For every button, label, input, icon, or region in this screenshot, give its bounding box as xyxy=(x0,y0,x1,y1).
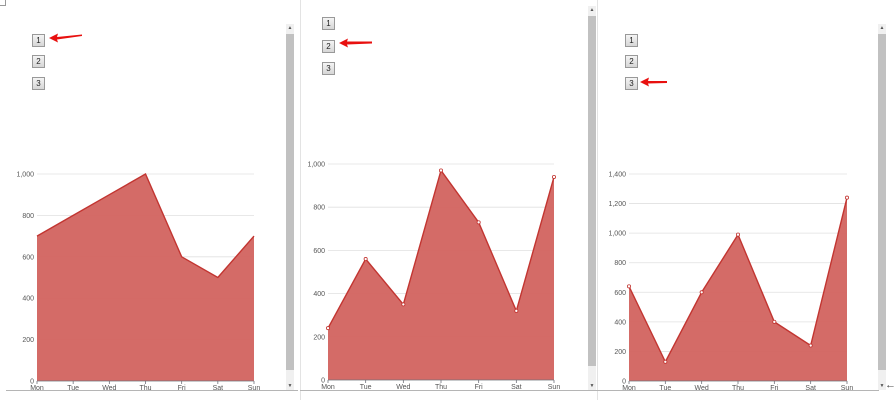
resize-cursor-icon[interactable]: ← xyxy=(885,379,895,391)
scroll-thumb-1[interactable] xyxy=(286,34,294,370)
area-chart-3: 0 200 400 600 800 1,000 1,200 1,400 Mon Tue Wed Thu… xyxy=(608,172,854,393)
data-point[interactable] xyxy=(699,290,704,295)
x-tick-label: Sun xyxy=(841,385,854,392)
y-tick-label: 600 xyxy=(22,254,34,261)
red-arrow-icon xyxy=(339,38,372,48)
area-chart-2: 0 200 400 600 800 1,000 Mon Tue Wed Thu Fri Sat Sun xyxy=(307,162,561,392)
select-button-3[interactable]: 3 xyxy=(32,77,45,90)
data-point[interactable] xyxy=(735,232,740,237)
y-tick-label: 400 xyxy=(313,291,325,298)
select-button-3[interactable]: 3 xyxy=(625,77,638,90)
x-tick-label: Thu xyxy=(435,384,447,391)
data-point[interactable] xyxy=(401,302,406,307)
y-tick-label: 600 xyxy=(313,248,325,255)
red-arrow-icon xyxy=(49,33,82,43)
x-tick-label: Sat xyxy=(511,384,522,391)
select-button-2[interactable]: 2 xyxy=(322,40,335,53)
chart-panel-3: 1 2 3 0 200 400 600 800 1,000 1,200 1,400 Mon Tue… xyxy=(597,0,895,400)
panel-3-left-border xyxy=(597,0,598,400)
scroll-thumb-3[interactable] xyxy=(878,34,886,370)
data-point[interactable] xyxy=(808,343,813,348)
scrollbar-3[interactable]: ▲ ▼ xyxy=(878,24,886,390)
select-button-1[interactable]: 1 xyxy=(322,17,335,30)
y-tick-label: 1,400 xyxy=(608,172,626,179)
y-tick-label: 800 xyxy=(614,260,626,267)
scroll-down-arrow-icon[interactable]: ▼ xyxy=(588,382,596,390)
scroll-up-arrow-icon[interactable]: ▲ xyxy=(588,6,596,14)
x-tick-label: Tue xyxy=(67,385,79,392)
area-fill xyxy=(328,170,554,380)
x-tick-label: Mon xyxy=(622,385,636,392)
x-tick-label: Thu xyxy=(732,385,744,392)
panel-3-bottom-line xyxy=(597,390,879,391)
chart-panel-1: 1 2 3 0 200 400 600 800 1,000 Mon Tue Wed Thu Fri S… xyxy=(0,0,298,400)
x-tick-label: Wed xyxy=(102,385,116,392)
y-tick-label: 200 xyxy=(22,337,34,344)
y-tick-label: 0 xyxy=(622,379,626,386)
y-tick-label: 200 xyxy=(313,334,325,341)
y-tick-label: 1,200 xyxy=(608,201,626,208)
y-tick-label: 0 xyxy=(30,379,34,386)
x-tick-label: Wed xyxy=(695,385,709,392)
y-tick-label: 400 xyxy=(22,296,34,303)
panel-1-bottom-line xyxy=(6,390,298,391)
red-arrow-icon xyxy=(640,77,667,87)
select-button-2[interactable]: 2 xyxy=(32,55,45,68)
y-tick-label: 200 xyxy=(614,349,626,356)
x-tick-label: Sat xyxy=(213,385,224,392)
x-tick-label: Mon xyxy=(30,385,44,392)
chart-panel-2: 1 2 3 0 200 400 600 800 1,000 Mon Tue Wed Thu Fri S… xyxy=(300,0,598,400)
x-tick-label: Mon xyxy=(321,384,335,391)
y-tick-label: 600 xyxy=(614,290,626,297)
data-point[interactable] xyxy=(626,284,631,289)
area-fill xyxy=(629,197,847,381)
data-point[interactable] xyxy=(772,319,777,324)
x-tick-label: Fri xyxy=(475,384,484,391)
data-point[interactable] xyxy=(438,168,443,173)
panel-2-left-border xyxy=(300,0,301,400)
x-tick-label: Tue xyxy=(360,384,372,391)
x-tick-label: Sun xyxy=(248,385,261,392)
y-tick-label: 1,000 xyxy=(307,162,325,169)
scroll-down-arrow-icon[interactable]: ▼ xyxy=(286,382,294,390)
y-tick-label: 1,000 xyxy=(608,231,626,238)
series-line xyxy=(36,173,255,279)
select-button-1[interactable]: 1 xyxy=(32,34,45,47)
x-tick-label: Sat xyxy=(805,385,816,392)
scrollbar-1[interactable]: ▲ ▼ xyxy=(286,24,294,390)
scroll-up-arrow-icon[interactable]: ▲ xyxy=(878,24,886,32)
scroll-up-arrow-icon[interactable]: ▲ xyxy=(286,24,294,32)
y-tick-label: 800 xyxy=(22,213,34,220)
select-button-2[interactable]: 2 xyxy=(625,55,638,68)
data-point[interactable] xyxy=(663,359,668,364)
select-button-1[interactable]: 1 xyxy=(625,34,638,47)
y-tick-label: 1,000 xyxy=(16,172,34,179)
area-chart-1: 0 200 400 600 800 1,000 Mon Tue Wed Thu Fri Sat Sun xyxy=(16,172,261,393)
y-tick-label: 400 xyxy=(614,319,626,326)
x-tick-label: Wed xyxy=(396,384,410,391)
data-point[interactable] xyxy=(551,174,556,179)
data-point[interactable] xyxy=(363,257,368,262)
y-tick-label: 0 xyxy=(321,378,325,385)
area-fill xyxy=(37,174,254,381)
x-tick-label: Tue xyxy=(659,385,671,392)
x-tick-label: Sun xyxy=(548,384,561,391)
window-corner-mark xyxy=(0,0,6,6)
x-tick-label: Fri xyxy=(770,385,779,392)
data-point[interactable] xyxy=(844,195,849,200)
x-tick-label: Fri xyxy=(178,385,187,392)
data-point[interactable] xyxy=(514,308,519,313)
select-button-3[interactable]: 3 xyxy=(322,62,335,75)
panel-2-bottom-line xyxy=(300,390,598,391)
y-tick-label: 800 xyxy=(313,205,325,212)
data-point[interactable] xyxy=(325,326,330,331)
scroll-down-arrow-icon[interactable]: ▼ xyxy=(878,382,886,390)
scrollbar-2[interactable]: ▲ ▼ xyxy=(588,6,596,390)
data-point[interactable] xyxy=(476,220,481,225)
x-tick-label: Thu xyxy=(139,385,151,392)
scroll-thumb-2[interactable] xyxy=(588,16,596,366)
